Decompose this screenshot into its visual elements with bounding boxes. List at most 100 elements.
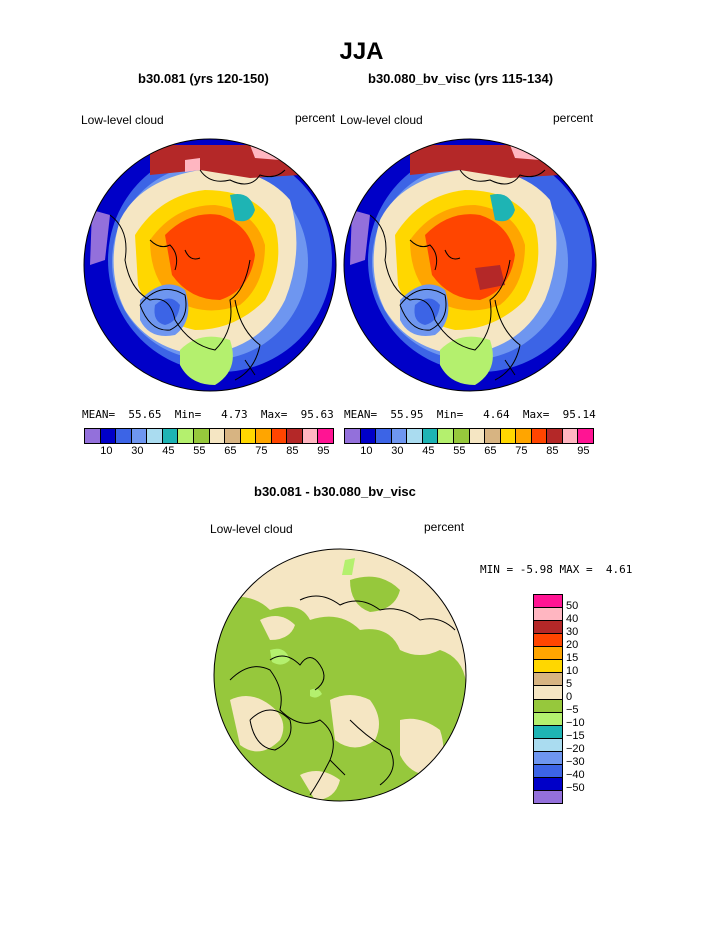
colorbar-swatch bbox=[499, 429, 516, 443]
colorbar-swatch bbox=[561, 429, 578, 443]
left-colorbar-ticks: 10 30 45 55 65 75 85 95 bbox=[84, 445, 332, 459]
colorbar-tick-label: 85 bbox=[286, 445, 299, 457]
right-mean-value: 55.95 bbox=[390, 408, 424, 421]
colorbar-swatch bbox=[534, 620, 562, 634]
colorbar-tick-label: 95 bbox=[577, 445, 590, 457]
left-min-label: Min= bbox=[174, 408, 202, 421]
right-mean-label: MEAN= bbox=[344, 408, 378, 421]
colorbar-swatch bbox=[239, 429, 256, 443]
colorbar-swatch bbox=[345, 429, 360, 443]
right-max-label: Max= bbox=[522, 408, 550, 421]
colorbar-swatch bbox=[177, 429, 193, 443]
colorbar-swatch bbox=[359, 429, 376, 443]
colorbar-swatch bbox=[161, 429, 178, 443]
colorbar-tick-label: 15 bbox=[566, 652, 579, 664]
colorbar-swatch bbox=[224, 429, 240, 443]
colorbar-swatch bbox=[484, 429, 500, 443]
difference-variable-label: Low-level cloud bbox=[210, 522, 293, 536]
colorbar-tick-label: 75 bbox=[515, 445, 528, 457]
colorbar-tick-label: −40 bbox=[566, 769, 585, 781]
right-colorbar bbox=[344, 428, 594, 444]
colorbar-swatch bbox=[534, 607, 562, 621]
colorbar-swatch bbox=[534, 595, 562, 608]
colorbar-tick-label: −30 bbox=[566, 756, 585, 768]
left-colorbar bbox=[84, 428, 334, 444]
colorbar-tick-label: 55 bbox=[453, 445, 466, 457]
colorbar-tick-label: −5 bbox=[566, 704, 579, 716]
colorbar-tick-label: −50 bbox=[566, 782, 585, 794]
colorbar-swatch bbox=[530, 429, 547, 443]
colorbar-swatch bbox=[301, 429, 318, 443]
right-variable-label: Low-level cloud bbox=[340, 113, 423, 127]
difference-stats: MIN = -5.98 MAX = 4.61 bbox=[480, 563, 632, 576]
colorbar-swatch bbox=[255, 429, 271, 443]
colorbar-tick-label: 55 bbox=[193, 445, 206, 457]
colorbar-tick-label: 85 bbox=[546, 445, 559, 457]
colorbar-swatch bbox=[534, 750, 562, 764]
colorbar-swatch bbox=[192, 429, 209, 443]
colorbar-swatch bbox=[534, 685, 562, 699]
colorbar-swatch bbox=[99, 429, 116, 443]
colorbar-swatch bbox=[577, 429, 593, 443]
colorbar-swatch bbox=[208, 429, 225, 443]
colorbar-swatch bbox=[534, 724, 562, 738]
colorbar-tick-label: 75 bbox=[255, 445, 268, 457]
difference-min-value: -5.98 bbox=[519, 563, 553, 576]
difference-title: b30.081 - b30.080_bv_visc bbox=[254, 484, 416, 499]
colorbar-swatch bbox=[146, 429, 162, 443]
colorbar-swatch bbox=[390, 429, 407, 443]
left-mean-value: 55.65 bbox=[128, 408, 162, 421]
difference-max-value: 4.61 bbox=[605, 563, 633, 576]
colorbar-tick-label: 20 bbox=[566, 639, 579, 651]
left-case-title: b30.081 (yrs 120-150) bbox=[138, 71, 269, 86]
colorbar-swatch bbox=[406, 429, 422, 443]
right-colorbar-ticks: 10 30 45 55 65 75 85 95 bbox=[344, 445, 592, 459]
colorbar-swatch bbox=[115, 429, 131, 443]
colorbar-tick-label: −10 bbox=[566, 717, 585, 729]
colorbar-swatch bbox=[515, 429, 531, 443]
colorbar-tick-label: 10 bbox=[566, 665, 579, 677]
colorbar-tick-label: 45 bbox=[422, 445, 435, 457]
difference-min-label: MIN = bbox=[480, 563, 514, 576]
right-units-label: percent bbox=[553, 111, 594, 125]
colorbar-tick-label: 30 bbox=[131, 445, 144, 457]
colorbar-swatch bbox=[534, 789, 562, 803]
right-min-value: 4.64 bbox=[483, 408, 510, 421]
colorbar-tick-label: 10 bbox=[100, 445, 113, 457]
right-stats: MEAN= 55.95 Min= 4.64 Max= 95.14 bbox=[344, 408, 596, 421]
colorbar-tick-label: 10 bbox=[360, 445, 373, 457]
colorbar-tick-label: 5 bbox=[566, 678, 573, 690]
left-stats: MEAN= 55.65 Min= 4.73 Max= 95.63 bbox=[82, 408, 334, 421]
colorbar-swatch bbox=[546, 429, 562, 443]
colorbar-swatch bbox=[534, 646, 562, 660]
figure-title: JJA bbox=[339, 38, 384, 65]
left-min-value: 4.73 bbox=[221, 408, 248, 421]
colorbar-swatch bbox=[130, 429, 147, 443]
colorbar-swatch bbox=[534, 711, 562, 725]
colorbar-tick-label: 95 bbox=[317, 445, 330, 457]
left-max-value: 95.63 bbox=[300, 408, 334, 421]
right-min-label: Min= bbox=[436, 408, 464, 421]
colorbar-swatch bbox=[534, 776, 562, 790]
colorbar-swatch bbox=[534, 659, 562, 673]
left-units-label: percent bbox=[295, 111, 336, 125]
colorbar-swatch bbox=[452, 429, 469, 443]
right-case-title: b30.080_bv_visc (yrs 115-134) bbox=[368, 71, 554, 86]
colorbar-swatch bbox=[286, 429, 302, 443]
colorbar-swatch bbox=[534, 763, 562, 777]
colorbar-swatch bbox=[317, 429, 333, 443]
difference-max-label: MAX = bbox=[559, 563, 593, 576]
colorbar-tick-label: 0 bbox=[566, 691, 573, 703]
colorbar-swatch bbox=[421, 429, 438, 443]
colorbar-swatch bbox=[270, 429, 287, 443]
left-mean-label: MEAN= bbox=[82, 408, 116, 421]
colorbar-swatch bbox=[534, 737, 562, 751]
colorbar-swatch bbox=[437, 429, 453, 443]
difference-colorbar-labels: 50 40 30 20 15 10 5 0 −5 −10 −15 −20 −30 −40 −50 bbox=[566, 594, 626, 802]
colorbar-tick-label: 45 bbox=[162, 445, 175, 457]
difference-units-label: percent bbox=[424, 520, 465, 534]
colorbar-tick-label: −20 bbox=[566, 743, 585, 755]
colorbar-tick-label: 65 bbox=[484, 445, 497, 457]
colorbar-swatch bbox=[534, 672, 562, 686]
colorbar-tick-label: 40 bbox=[566, 613, 579, 625]
